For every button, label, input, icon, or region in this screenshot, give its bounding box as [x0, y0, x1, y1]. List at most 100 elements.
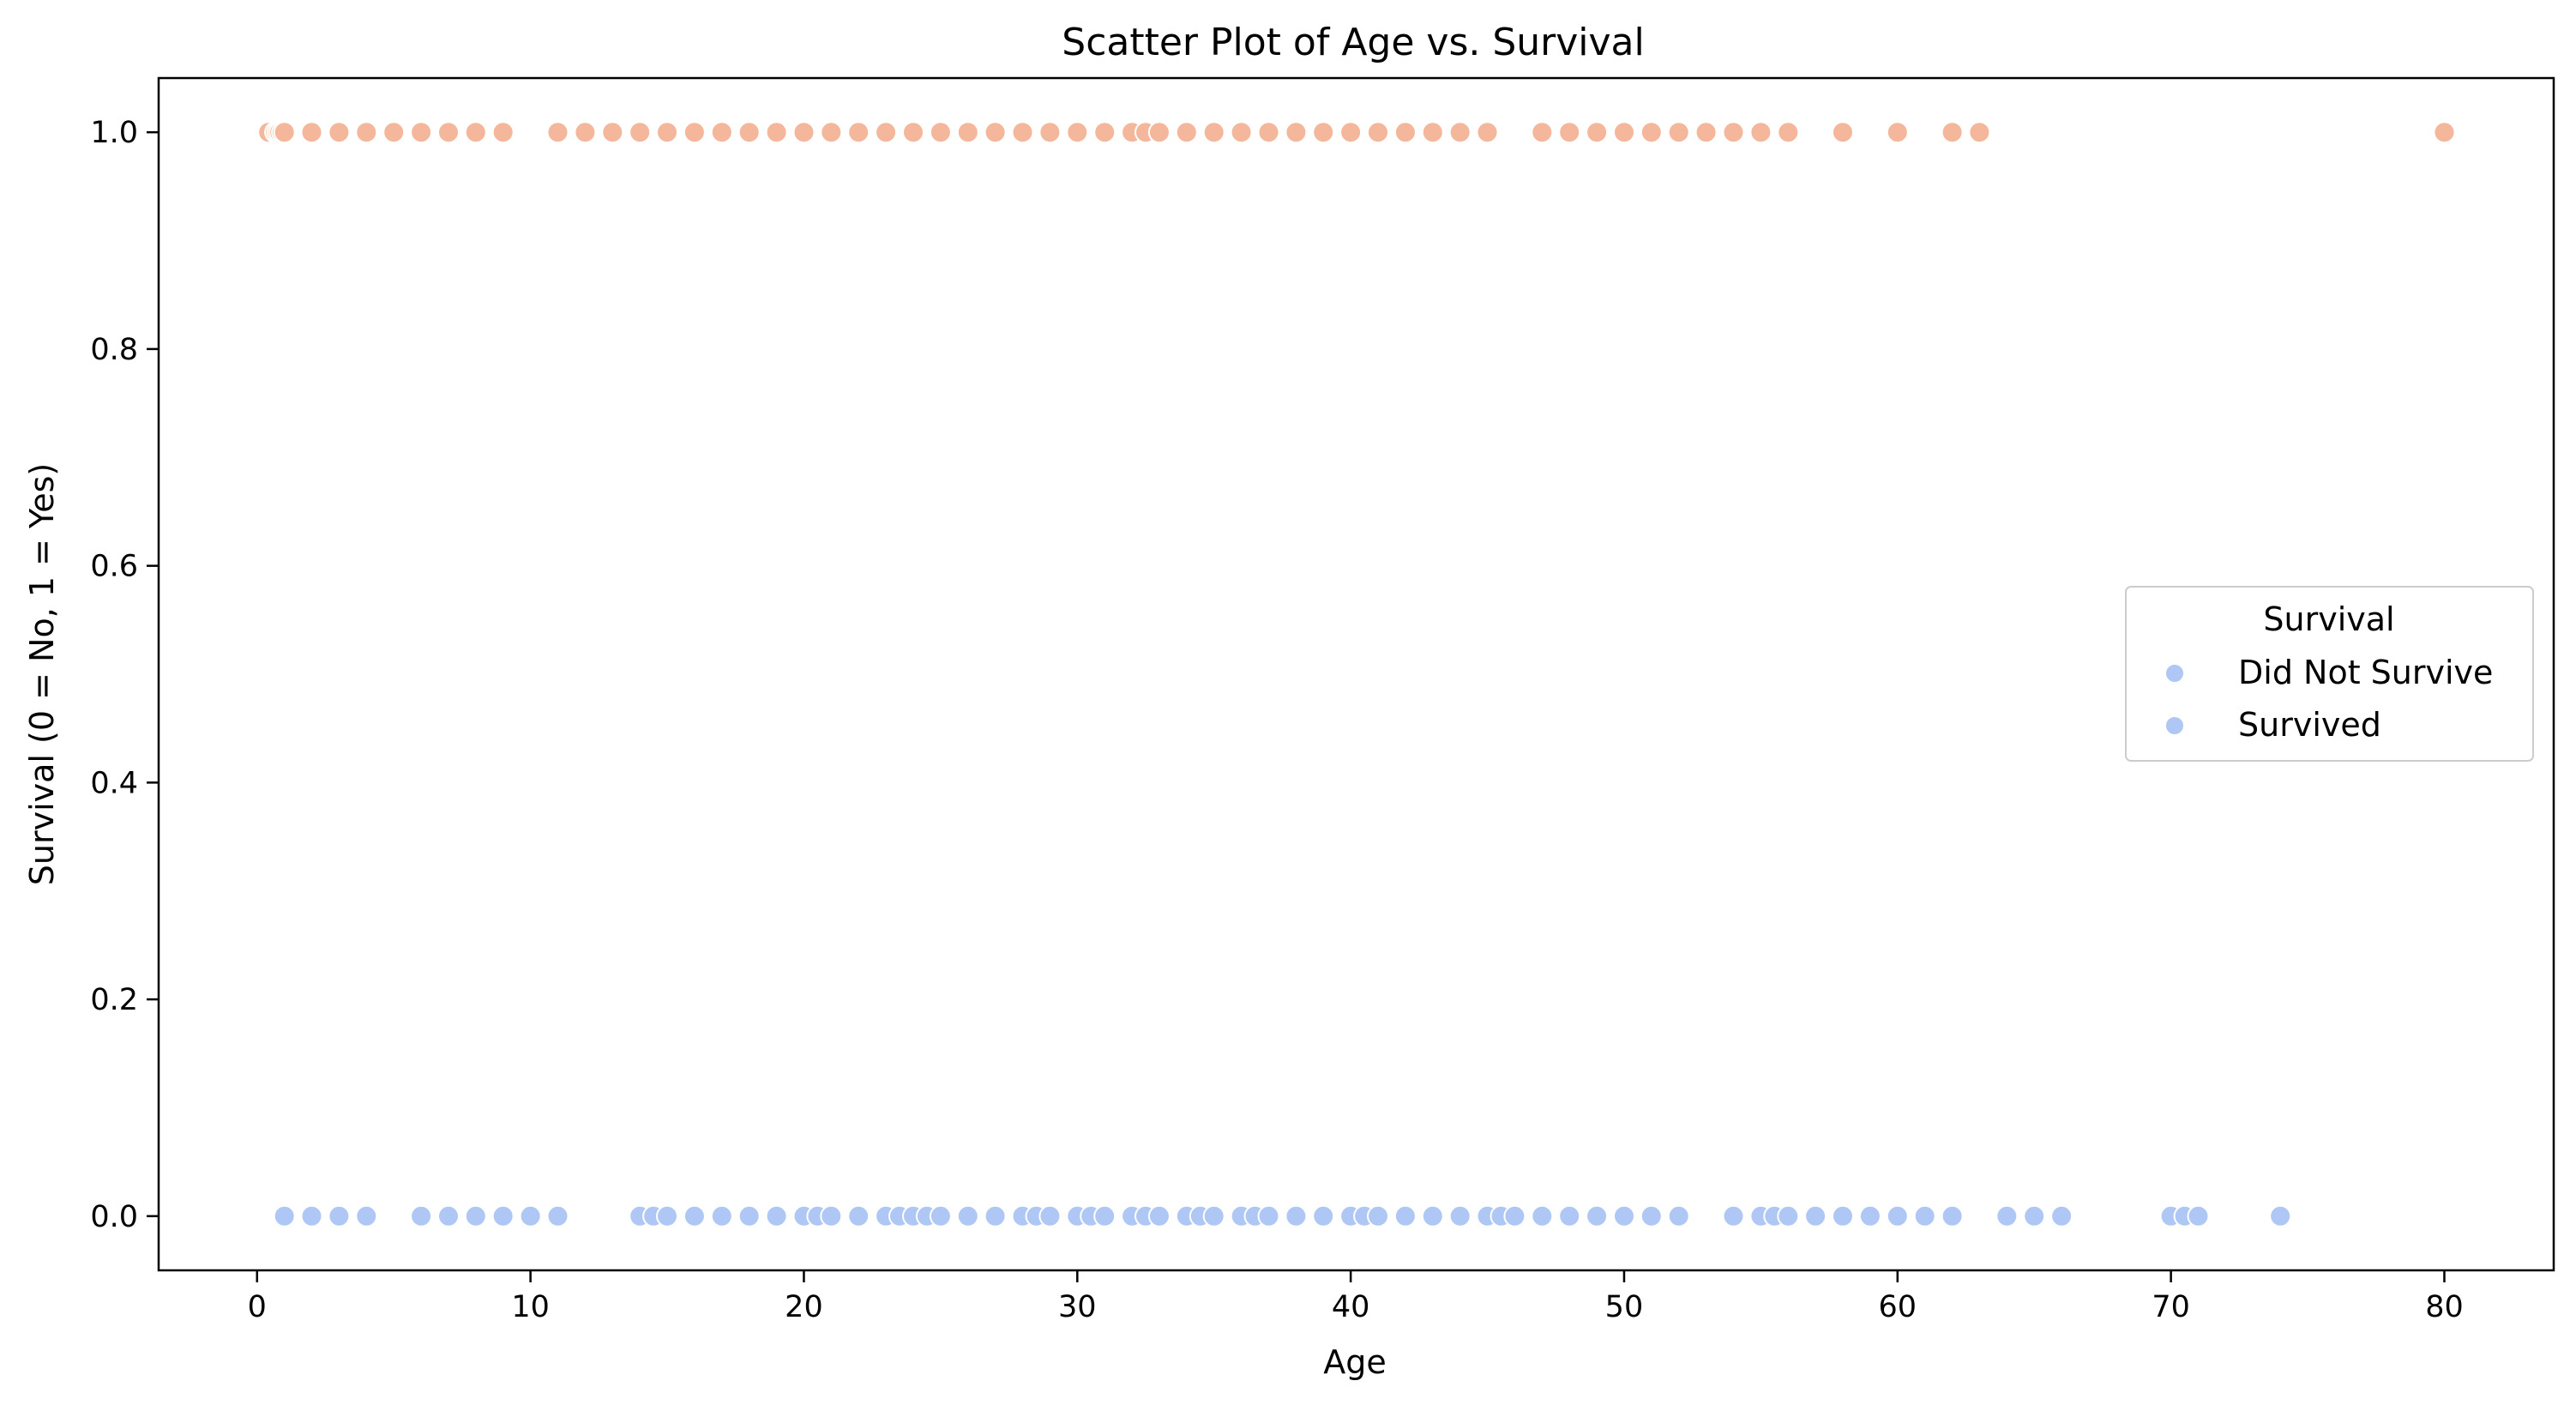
x-axis-label: Age	[1323, 1343, 1387, 1381]
scatter-point	[1886, 121, 1909, 144]
x-tick-label: 60	[1879, 1290, 1917, 1324]
scatter-point	[1339, 121, 1363, 144]
scatter-point	[1175, 121, 1198, 144]
scatter-point	[328, 1204, 351, 1227]
scatter-point	[2433, 121, 2456, 144]
scatter-point	[546, 121, 569, 144]
scatter-point	[1749, 121, 1773, 144]
scatter-point	[656, 1204, 678, 1227]
scatter-point	[629, 121, 652, 144]
y-tick-label: 1.0	[90, 116, 138, 150]
scatter-point	[1968, 121, 1991, 144]
legend-marker-survived	[2164, 715, 2185, 736]
scatter-point	[792, 121, 816, 144]
scatter-point	[765, 1204, 788, 1227]
scatter-point	[1531, 121, 1554, 144]
scatter-point	[1257, 121, 1280, 144]
scatter-point	[2023, 1204, 2046, 1227]
scatter-point	[1694, 121, 1718, 144]
scatter-point	[1367, 121, 1389, 144]
scatter-point	[1558, 1204, 1581, 1227]
scatter-point	[437, 121, 460, 144]
scatter-point	[1257, 1204, 1280, 1227]
scatter-point	[1586, 1204, 1609, 1227]
scatter-point	[1367, 1204, 1389, 1227]
scatter-point	[601, 121, 624, 144]
scatter-point	[1230, 121, 1253, 144]
scatter-point	[574, 121, 597, 144]
scatter-point	[1995, 1204, 2019, 1227]
scatter-point	[847, 121, 870, 144]
scatter-point	[1038, 1204, 1062, 1227]
scatter-point	[1941, 1204, 1964, 1227]
scatter-point	[1393, 121, 1417, 144]
scatter-point	[410, 1204, 433, 1227]
scatter-point	[929, 1204, 952, 1227]
scatter-point	[273, 1204, 296, 1227]
scatter-point	[1476, 121, 1499, 144]
scatter-point	[1941, 121, 1964, 144]
x-tick-label: 70	[2152, 1290, 2190, 1324]
x-tick-label: 0	[248, 1290, 267, 1324]
scatter-point	[464, 1204, 487, 1227]
scatter-point	[491, 121, 515, 144]
scatter-point	[984, 1204, 1007, 1227]
scatter-point	[355, 121, 378, 144]
scatter-point	[273, 121, 296, 144]
scatter-point	[1667, 121, 1690, 144]
scatter-point	[820, 1204, 843, 1227]
scatter-point	[1421, 1204, 1444, 1227]
scatter-point	[1503, 1204, 1526, 1227]
scatter-point	[382, 121, 406, 144]
scatter-point	[1913, 1204, 1936, 1227]
scatter-point	[1832, 121, 1854, 144]
scatter-point	[1531, 1204, 1554, 1227]
scatter-point	[1312, 1204, 1335, 1227]
scatter-point	[1640, 1204, 1663, 1227]
scatter-point	[1147, 1204, 1171, 1227]
x-tick-label: 20	[785, 1290, 823, 1324]
scatter-point	[1558, 121, 1581, 144]
scatter-point	[1777, 1204, 1800, 1227]
scatter-point	[710, 1204, 733, 1227]
scatter-point	[1285, 1204, 1308, 1227]
scatter-point	[1777, 121, 1800, 144]
scatter-point	[1285, 121, 1308, 144]
scatter-point	[956, 121, 979, 144]
x-axis-ticks: 0 10 20 30 40 50 60 70 80	[248, 1270, 2464, 1324]
scatter-point	[328, 121, 351, 144]
scatter-point	[300, 121, 323, 144]
scatter-point	[956, 1204, 979, 1227]
scatter-point	[737, 121, 761, 144]
y-axis-ticks: 0.0 0.2 0.4 0.6 0.8 1.0	[90, 116, 159, 1234]
scatter-point	[929, 121, 952, 144]
scatter-point	[1448, 121, 1472, 144]
scatter-point	[1886, 1204, 1909, 1227]
legend-box	[2125, 586, 2534, 762]
scatter-point	[355, 1204, 378, 1227]
scatter-point	[820, 121, 843, 144]
scatter-point	[1202, 121, 1225, 144]
scatter-point	[710, 121, 733, 144]
scatter-point	[1093, 121, 1116, 144]
scatter-point	[683, 121, 706, 144]
scatter-point	[300, 1204, 323, 1227]
scatter-point	[683, 1204, 706, 1227]
scatter-point	[656, 121, 678, 144]
scatter-point	[1586, 121, 1609, 144]
scatter-point	[1613, 121, 1635, 144]
x-tick-label: 50	[1605, 1290, 1644, 1324]
scatter-point	[1667, 1204, 1690, 1227]
scatter-point	[737, 1204, 761, 1227]
scatter-point	[1613, 1204, 1635, 1227]
x-tick-label: 30	[1058, 1290, 1097, 1324]
scatter-point	[1722, 1204, 1745, 1227]
scatter-point	[1312, 121, 1335, 144]
scatter-point	[1640, 121, 1663, 144]
y-tick-label: 0.2	[90, 983, 138, 1017]
scatter-point	[2269, 1204, 2292, 1227]
scatter-point	[519, 1204, 542, 1227]
scatter-point	[1858, 1204, 1881, 1227]
scatter-point	[1202, 1204, 1225, 1227]
